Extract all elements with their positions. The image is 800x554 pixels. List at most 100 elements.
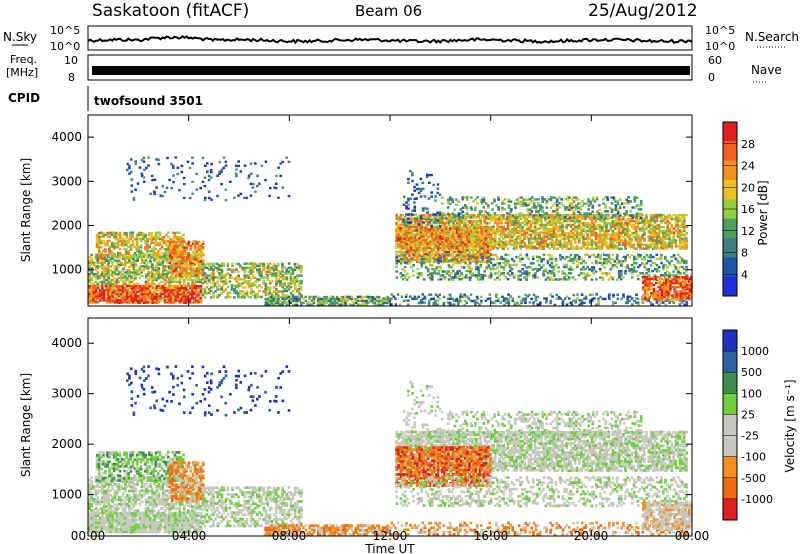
power-cell bbox=[151, 295, 155, 298]
power-cell bbox=[512, 239, 516, 242]
power-cell bbox=[553, 222, 556, 225]
power-cell bbox=[154, 231, 158, 235]
power-cell bbox=[624, 229, 627, 232]
power-cell bbox=[138, 254, 141, 257]
power-cell bbox=[104, 250, 107, 253]
power-cell bbox=[171, 231, 174, 234]
power-cell bbox=[426, 240, 429, 244]
power-cell bbox=[96, 275, 100, 278]
power-cell bbox=[285, 272, 288, 275]
power-cell bbox=[565, 214, 568, 217]
power-cell bbox=[611, 229, 615, 233]
date-title: 25/Aug/2012 bbox=[588, 1, 698, 21]
power-cell bbox=[527, 247, 531, 250]
power-cell bbox=[157, 269, 161, 272]
power-cell bbox=[479, 217, 482, 221]
power-cell bbox=[395, 262, 399, 265]
power-cell bbox=[590, 225, 594, 228]
power-cell bbox=[178, 284, 182, 288]
power-cell bbox=[136, 296, 140, 300]
cpid-value: twofsound 3501 bbox=[94, 94, 203, 108]
power-cell bbox=[239, 192, 243, 196]
power-cell bbox=[441, 221, 444, 224]
power-cell bbox=[92, 288, 95, 292]
power-cell bbox=[241, 278, 245, 281]
power-cell bbox=[457, 237, 461, 240]
power-cell bbox=[112, 233, 116, 237]
power-cell bbox=[185, 267, 189, 271]
power-cell bbox=[224, 274, 228, 277]
power-cell bbox=[557, 233, 560, 237]
power-cell bbox=[630, 237, 633, 241]
power-cell bbox=[437, 227, 440, 230]
power-cell bbox=[183, 240, 186, 244]
power-cell bbox=[173, 250, 176, 253]
power-cell bbox=[220, 278, 224, 281]
power-cell bbox=[285, 297, 289, 300]
power-cell bbox=[443, 242, 446, 245]
power-cell bbox=[341, 295, 345, 299]
power-cell bbox=[450, 220, 453, 223]
power-cell bbox=[116, 256, 120, 259]
power-cell bbox=[167, 254, 170, 257]
power-cell bbox=[101, 295, 104, 298]
power-cell bbox=[468, 227, 471, 230]
power-cell bbox=[124, 278, 127, 281]
power-cell bbox=[197, 240, 201, 244]
power-cell bbox=[478, 238, 481, 242]
power-cell bbox=[672, 235, 675, 239]
power-cell bbox=[596, 215, 600, 219]
power-cell bbox=[115, 278, 119, 281]
power-cell bbox=[628, 233, 631, 237]
power-cell bbox=[466, 224, 470, 227]
power-cell bbox=[482, 229, 486, 232]
power-cell bbox=[405, 239, 409, 242]
power-cell bbox=[90, 297, 93, 300]
power-cell bbox=[115, 259, 119, 263]
power-cell bbox=[125, 256, 128, 259]
power-cell bbox=[161, 237, 164, 241]
power-cell bbox=[447, 250, 451, 254]
power-cell bbox=[540, 231, 543, 234]
power-cell bbox=[426, 268, 430, 271]
power-cell bbox=[406, 229, 409, 232]
power-cell bbox=[172, 284, 175, 287]
power-cell bbox=[96, 293, 100, 296]
power-cell bbox=[198, 244, 201, 247]
power-cell bbox=[163, 254, 166, 257]
power-cell bbox=[659, 229, 663, 233]
power-cell bbox=[484, 235, 488, 238]
power-cell bbox=[435, 256, 438, 259]
power-cell bbox=[279, 299, 282, 303]
power-cell bbox=[647, 237, 651, 241]
power-cell bbox=[118, 270, 121, 274]
power-cell bbox=[613, 245, 617, 248]
power-cell bbox=[183, 301, 186, 304]
power-cell bbox=[184, 294, 188, 298]
power-cell bbox=[399, 218, 402, 221]
power-cell bbox=[95, 235, 99, 239]
power-cell bbox=[456, 233, 459, 237]
power-cell bbox=[102, 255, 105, 259]
power-cell bbox=[165, 293, 169, 296]
power-cell bbox=[439, 242, 442, 246]
power-cell bbox=[180, 296, 184, 300]
power-cell bbox=[554, 231, 558, 234]
power-cell bbox=[212, 280, 215, 283]
power-cell bbox=[416, 225, 419, 229]
power-cell bbox=[556, 241, 560, 244]
power-cell bbox=[266, 274, 269, 277]
power-cell bbox=[88, 301, 91, 304]
power-cell bbox=[429, 239, 432, 243]
power-cell bbox=[521, 245, 524, 248]
power-cell bbox=[133, 254, 137, 257]
power-cell bbox=[142, 295, 146, 298]
power-cell bbox=[529, 247, 533, 250]
power-cell bbox=[395, 213, 398, 217]
power-cell bbox=[172, 295, 175, 298]
power-cell bbox=[643, 222, 646, 225]
power-cell bbox=[117, 290, 121, 294]
power-cell bbox=[124, 259, 127, 262]
power-cell bbox=[251, 276, 255, 279]
power-cell bbox=[157, 295, 161, 298]
